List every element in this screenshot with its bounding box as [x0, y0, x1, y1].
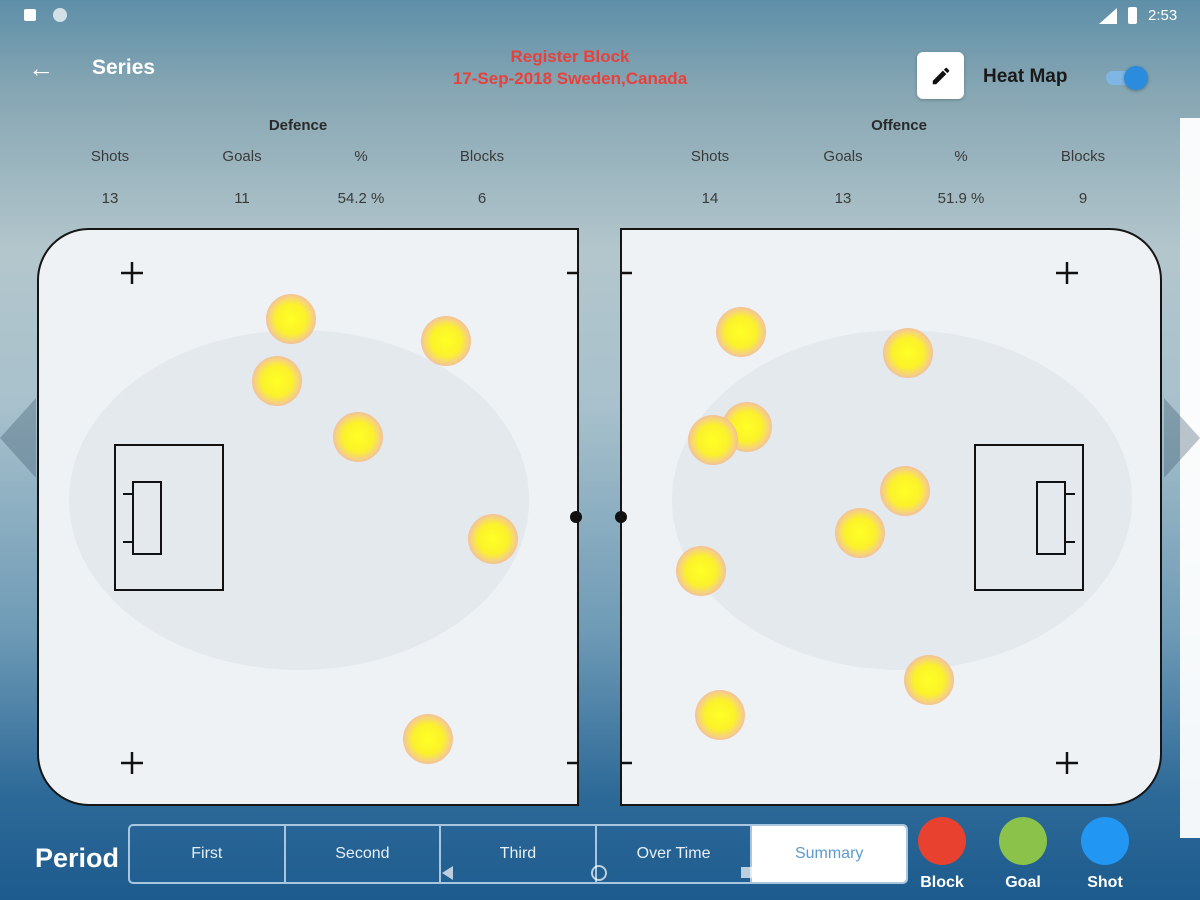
period-second[interactable]: Second	[286, 826, 442, 882]
block-legend-label: Block	[920, 874, 964, 891]
heat-spot	[695, 690, 745, 740]
heat-spot	[688, 415, 738, 465]
period-label: Period	[35, 843, 120, 873]
title-match-info: 17-Sep-2018 Sweden,Canada	[452, 69, 688, 88]
defence-val-percent: 54.2 %	[337, 190, 385, 207]
goal-legend-label: Goal	[1005, 874, 1041, 891]
signal-icon	[1099, 8, 1117, 24]
defence-val-blocks: 6	[477, 190, 487, 207]
defence-heading: Defence	[268, 117, 328, 134]
heat-map-toggle[interactable]	[1106, 64, 1148, 90]
offence-val-goals: 13	[834, 190, 852, 207]
defence-rink[interactable]	[37, 228, 579, 806]
title-register-block: Register Block	[510, 47, 630, 66]
defence-val-shots: 13	[101, 190, 119, 207]
defence-col-percent: %	[354, 148, 368, 165]
heat-spot	[835, 508, 885, 558]
defence-col-blocks: Blocks	[459, 148, 505, 165]
offence-col-shots: Shots	[690, 148, 730, 165]
nav-home-icon[interactable]	[591, 865, 607, 881]
heat-spot	[468, 514, 518, 564]
offence-col-percent: %	[954, 148, 968, 165]
shot-legend-icon[interactable]	[1081, 817, 1129, 865]
arrow-left-icon[interactable]: ←	[28, 53, 54, 83]
heat-spot	[403, 714, 453, 764]
offence-val-percent: 51.9 %	[937, 190, 985, 207]
period-summary[interactable]: Summary	[752, 826, 906, 882]
chevron-right-icon[interactable]	[1164, 398, 1200, 478]
defence-col-shots: Shots	[90, 148, 130, 165]
offence-heading: Offence	[871, 117, 927, 134]
offence-val-blocks: 9	[1078, 190, 1088, 207]
defence-rink-markings	[69, 262, 577, 774]
offence-col-goals: Goals	[823, 148, 863, 165]
shot-legend-label: Shot	[1087, 874, 1123, 891]
match-title: Register Block 17-Sep-2018 Sweden,Canada	[400, 46, 740, 90]
heat-spot	[883, 328, 933, 378]
heat-spot	[880, 466, 930, 516]
side-panel-edge	[1180, 118, 1200, 838]
sync-icon	[53, 8, 67, 22]
block-legend-icon[interactable]	[918, 817, 966, 865]
offence-col-blocks: Blocks	[1060, 148, 1106, 165]
nav-recents-icon[interactable]	[741, 867, 752, 878]
heat-spot	[333, 412, 383, 462]
heat-spot	[676, 546, 726, 596]
heat-spot	[252, 356, 302, 406]
heat-spot	[266, 294, 316, 344]
offence-val-shots: 14	[701, 190, 719, 207]
toggle-knob	[1124, 66, 1148, 90]
defence-val-goals: 11	[234, 190, 250, 207]
period-over-time[interactable]: Over Time	[597, 826, 753, 882]
period-selector: First Second Third Over Time Summary	[128, 824, 908, 884]
offence-rink[interactable]	[620, 228, 1162, 806]
page-title: Series	[92, 56, 156, 79]
edit-button[interactable]	[917, 52, 964, 99]
notification-icon	[24, 9, 36, 21]
chevron-left-icon[interactable]	[0, 398, 36, 478]
goal-legend-icon[interactable]	[999, 817, 1047, 865]
status-bar: 2:53	[0, 0, 1200, 32]
battery-icon	[1128, 7, 1137, 24]
heat-spot	[904, 655, 954, 705]
pencil-icon	[932, 67, 949, 84]
heat-spot	[421, 316, 471, 366]
center-dot-left	[570, 511, 582, 523]
period-first[interactable]: First	[130, 826, 286, 882]
status-time: 2:53	[1148, 7, 1178, 24]
nav-back-icon[interactable]	[442, 866, 453, 880]
heat-spot	[716, 307, 766, 357]
period-third[interactable]: Third	[441, 826, 597, 882]
heat-map-label: Heat Map	[983, 66, 1068, 87]
defence-col-goals: Goals	[222, 148, 262, 165]
center-dot-right	[615, 511, 627, 523]
